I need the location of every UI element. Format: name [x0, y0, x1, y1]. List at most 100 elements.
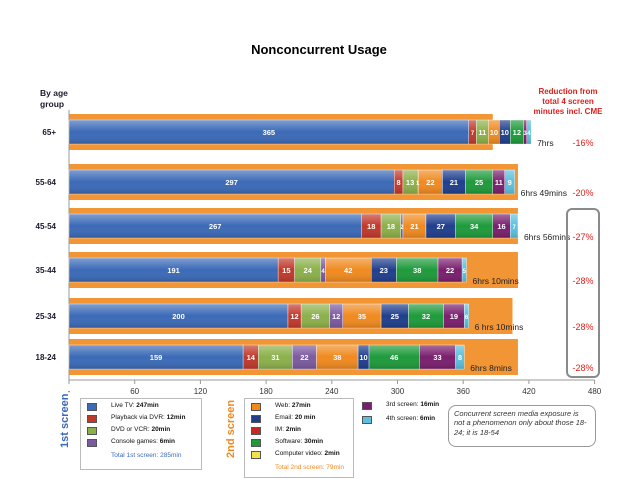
bar-gloss: [417, 170, 419, 194]
segment-label: 9: [508, 178, 512, 187]
bar-gloss: [361, 214, 382, 238]
segment-label: 8: [458, 353, 462, 362]
x-tick-label: 240: [325, 387, 339, 396]
x-tick-label: 120: [194, 387, 208, 396]
segment-label: 15: [282, 266, 290, 275]
segment-label: 27: [437, 222, 445, 231]
reduction-highlight-box: [566, 208, 600, 378]
reduction-label: -28%: [572, 276, 593, 286]
segment-label: 297: [225, 178, 238, 187]
segment-label: 10: [490, 128, 498, 137]
x-tick-label: 360: [457, 387, 471, 396]
reduction-label: -20%: [572, 188, 593, 198]
reduction-label: -28%: [572, 322, 593, 332]
segment-label: 35: [358, 312, 366, 321]
reduction-label: -28%: [572, 363, 593, 373]
category-label: 45-54: [36, 222, 57, 231]
bar-gloss: [438, 258, 463, 282]
x-tick-label: 60: [130, 387, 139, 396]
bar-gloss: [464, 304, 469, 328]
y-header: By age: [40, 88, 68, 98]
total-time-label: 6hrs 8mins: [470, 363, 512, 373]
x-tick-label: 300: [391, 387, 405, 396]
bar-gloss: [419, 345, 456, 369]
bar-gloss: [499, 120, 511, 144]
bar-gloss: [523, 120, 527, 144]
segment-label: 200: [172, 312, 185, 321]
bar-gloss: [316, 345, 359, 369]
bar-gloss: [455, 345, 465, 369]
segment-label: 12: [513, 128, 521, 137]
bar-gloss: [394, 170, 403, 194]
total-time-label: 6 hrs 10mins: [475, 322, 524, 332]
x-tick-label: -: [68, 387, 71, 396]
segment-label: 191: [167, 266, 180, 275]
bar-gloss: [476, 120, 489, 144]
bar-gloss: [243, 345, 259, 369]
bar-gloss: [462, 258, 467, 282]
x-tick-label: 480: [588, 387, 602, 396]
category-label: 55-64: [36, 178, 57, 187]
bar-gloss: [488, 120, 500, 144]
total-time-label: 6hrs 10mins: [472, 276, 518, 286]
bar-gloss: [294, 258, 321, 282]
segment-label: 22: [300, 353, 308, 362]
segment-label: 365: [263, 128, 276, 137]
bar-gloss: [400, 214, 403, 238]
bar-gloss: [329, 304, 343, 328]
bar-gloss: [69, 120, 469, 144]
bar-gloss: [381, 304, 409, 328]
bar-gloss: [526, 120, 532, 144]
bar-gloss: [292, 345, 317, 369]
bar-gloss: [442, 170, 466, 194]
segment-label: 25: [391, 312, 399, 321]
bar-gloss: [288, 304, 302, 328]
bar-gloss: [402, 214, 426, 238]
reduction-label: -27%: [572, 232, 593, 242]
bar-gloss: [408, 304, 444, 328]
segment-label: 267: [209, 222, 222, 231]
segment-label: 33: [433, 353, 441, 362]
bar-gloss: [402, 170, 418, 194]
category-label: 35-44: [36, 266, 57, 275]
bar-gloss: [492, 214, 511, 238]
segment-label: 23: [380, 266, 388, 275]
bar-gloss: [69, 258, 279, 282]
category-label: 18-24: [36, 353, 57, 362]
segment-label: 4: [527, 131, 531, 137]
bar-gloss: [492, 170, 505, 194]
bar-gloss: [371, 258, 397, 282]
segment-label: 22: [426, 178, 434, 187]
bar-gloss: [69, 170, 395, 194]
chart-title: Nonconcurrent Usage: [251, 42, 387, 57]
reduction-label: -16%: [572, 138, 593, 148]
segment-label: 12: [290, 312, 298, 321]
category-label: 65+: [42, 128, 56, 137]
segment-label: 7: [512, 225, 516, 231]
bar-gloss: [278, 258, 295, 282]
x-tick-label: 420: [522, 387, 536, 396]
segment-label: 6: [465, 315, 469, 321]
bar-gloss: [396, 258, 439, 282]
segment-label: 24: [304, 266, 313, 275]
bar-gloss: [510, 214, 518, 238]
bar-gloss: [320, 258, 326, 282]
bar-gloss: [301, 304, 330, 328]
segment-label: 11: [478, 128, 486, 137]
segment-label: 2: [400, 225, 404, 231]
bar-gloss: [465, 170, 493, 194]
bar-gloss: [369, 345, 420, 369]
segment-label: 12: [332, 312, 340, 321]
concurrency-note: Concurrent screen media exposure is not …: [448, 405, 596, 447]
segment-label: 38: [333, 353, 341, 362]
segment-label: 7: [471, 131, 475, 137]
category-label: 25-34: [36, 312, 57, 321]
segment-label: 25: [475, 178, 483, 187]
bar-gloss: [69, 304, 288, 328]
segment-label: 16: [497, 222, 505, 231]
segment-label: 14: [247, 353, 256, 362]
segment-label: 8: [397, 178, 401, 187]
bar-gloss: [258, 345, 293, 369]
bar-gloss: [443, 304, 465, 328]
